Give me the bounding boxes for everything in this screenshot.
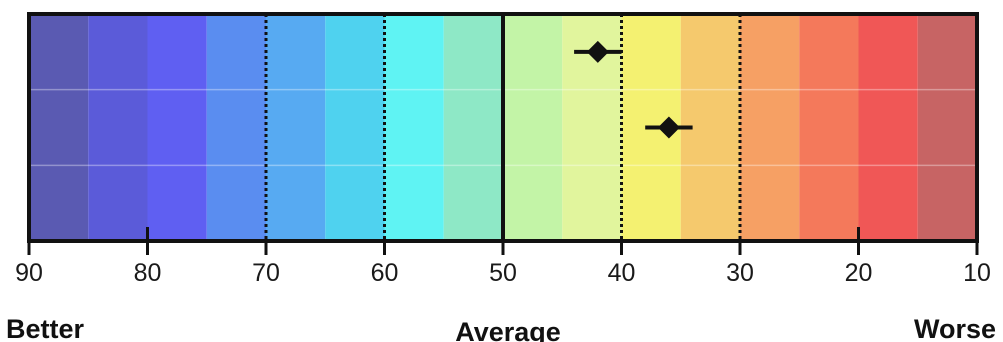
band-0 (29, 14, 89, 241)
data-point-1 (574, 40, 622, 63)
tick-label-90: 90 (15, 259, 43, 287)
tick-label-60: 60 (371, 259, 399, 287)
band-5 (325, 14, 385, 241)
tick-label-20: 20 (845, 259, 873, 287)
tick-label-70: 70 (252, 259, 280, 287)
band-14 (858, 14, 918, 241)
band-6 (384, 14, 444, 241)
data-point-2 (645, 116, 693, 139)
band-2 (147, 14, 207, 241)
data-points (574, 40, 693, 139)
caption-better: Better (6, 314, 85, 342)
tick-label-30: 30 (726, 259, 754, 287)
caption-worse: Worse (914, 314, 996, 342)
color-bands (29, 14, 977, 241)
band-4 (266, 14, 326, 241)
tick-label-10: 10 (963, 259, 991, 287)
point-marker-1 (586, 40, 609, 63)
point-marker-2 (657, 116, 680, 139)
band-13 (799, 14, 859, 241)
tick-label-80: 80 (134, 259, 162, 287)
band-12 (740, 14, 800, 241)
band-8 (503, 14, 563, 241)
x-axis: 90 80 70 60 50 40 30 20 10 (15, 227, 991, 287)
band-15 (917, 14, 977, 241)
band-7 (443, 14, 503, 241)
band-3 (206, 14, 266, 241)
caption-average: Average (455, 317, 561, 342)
tick-label-40: 40 (608, 259, 636, 287)
band-1 (88, 14, 148, 241)
tick-label-50: 50 (489, 259, 517, 287)
